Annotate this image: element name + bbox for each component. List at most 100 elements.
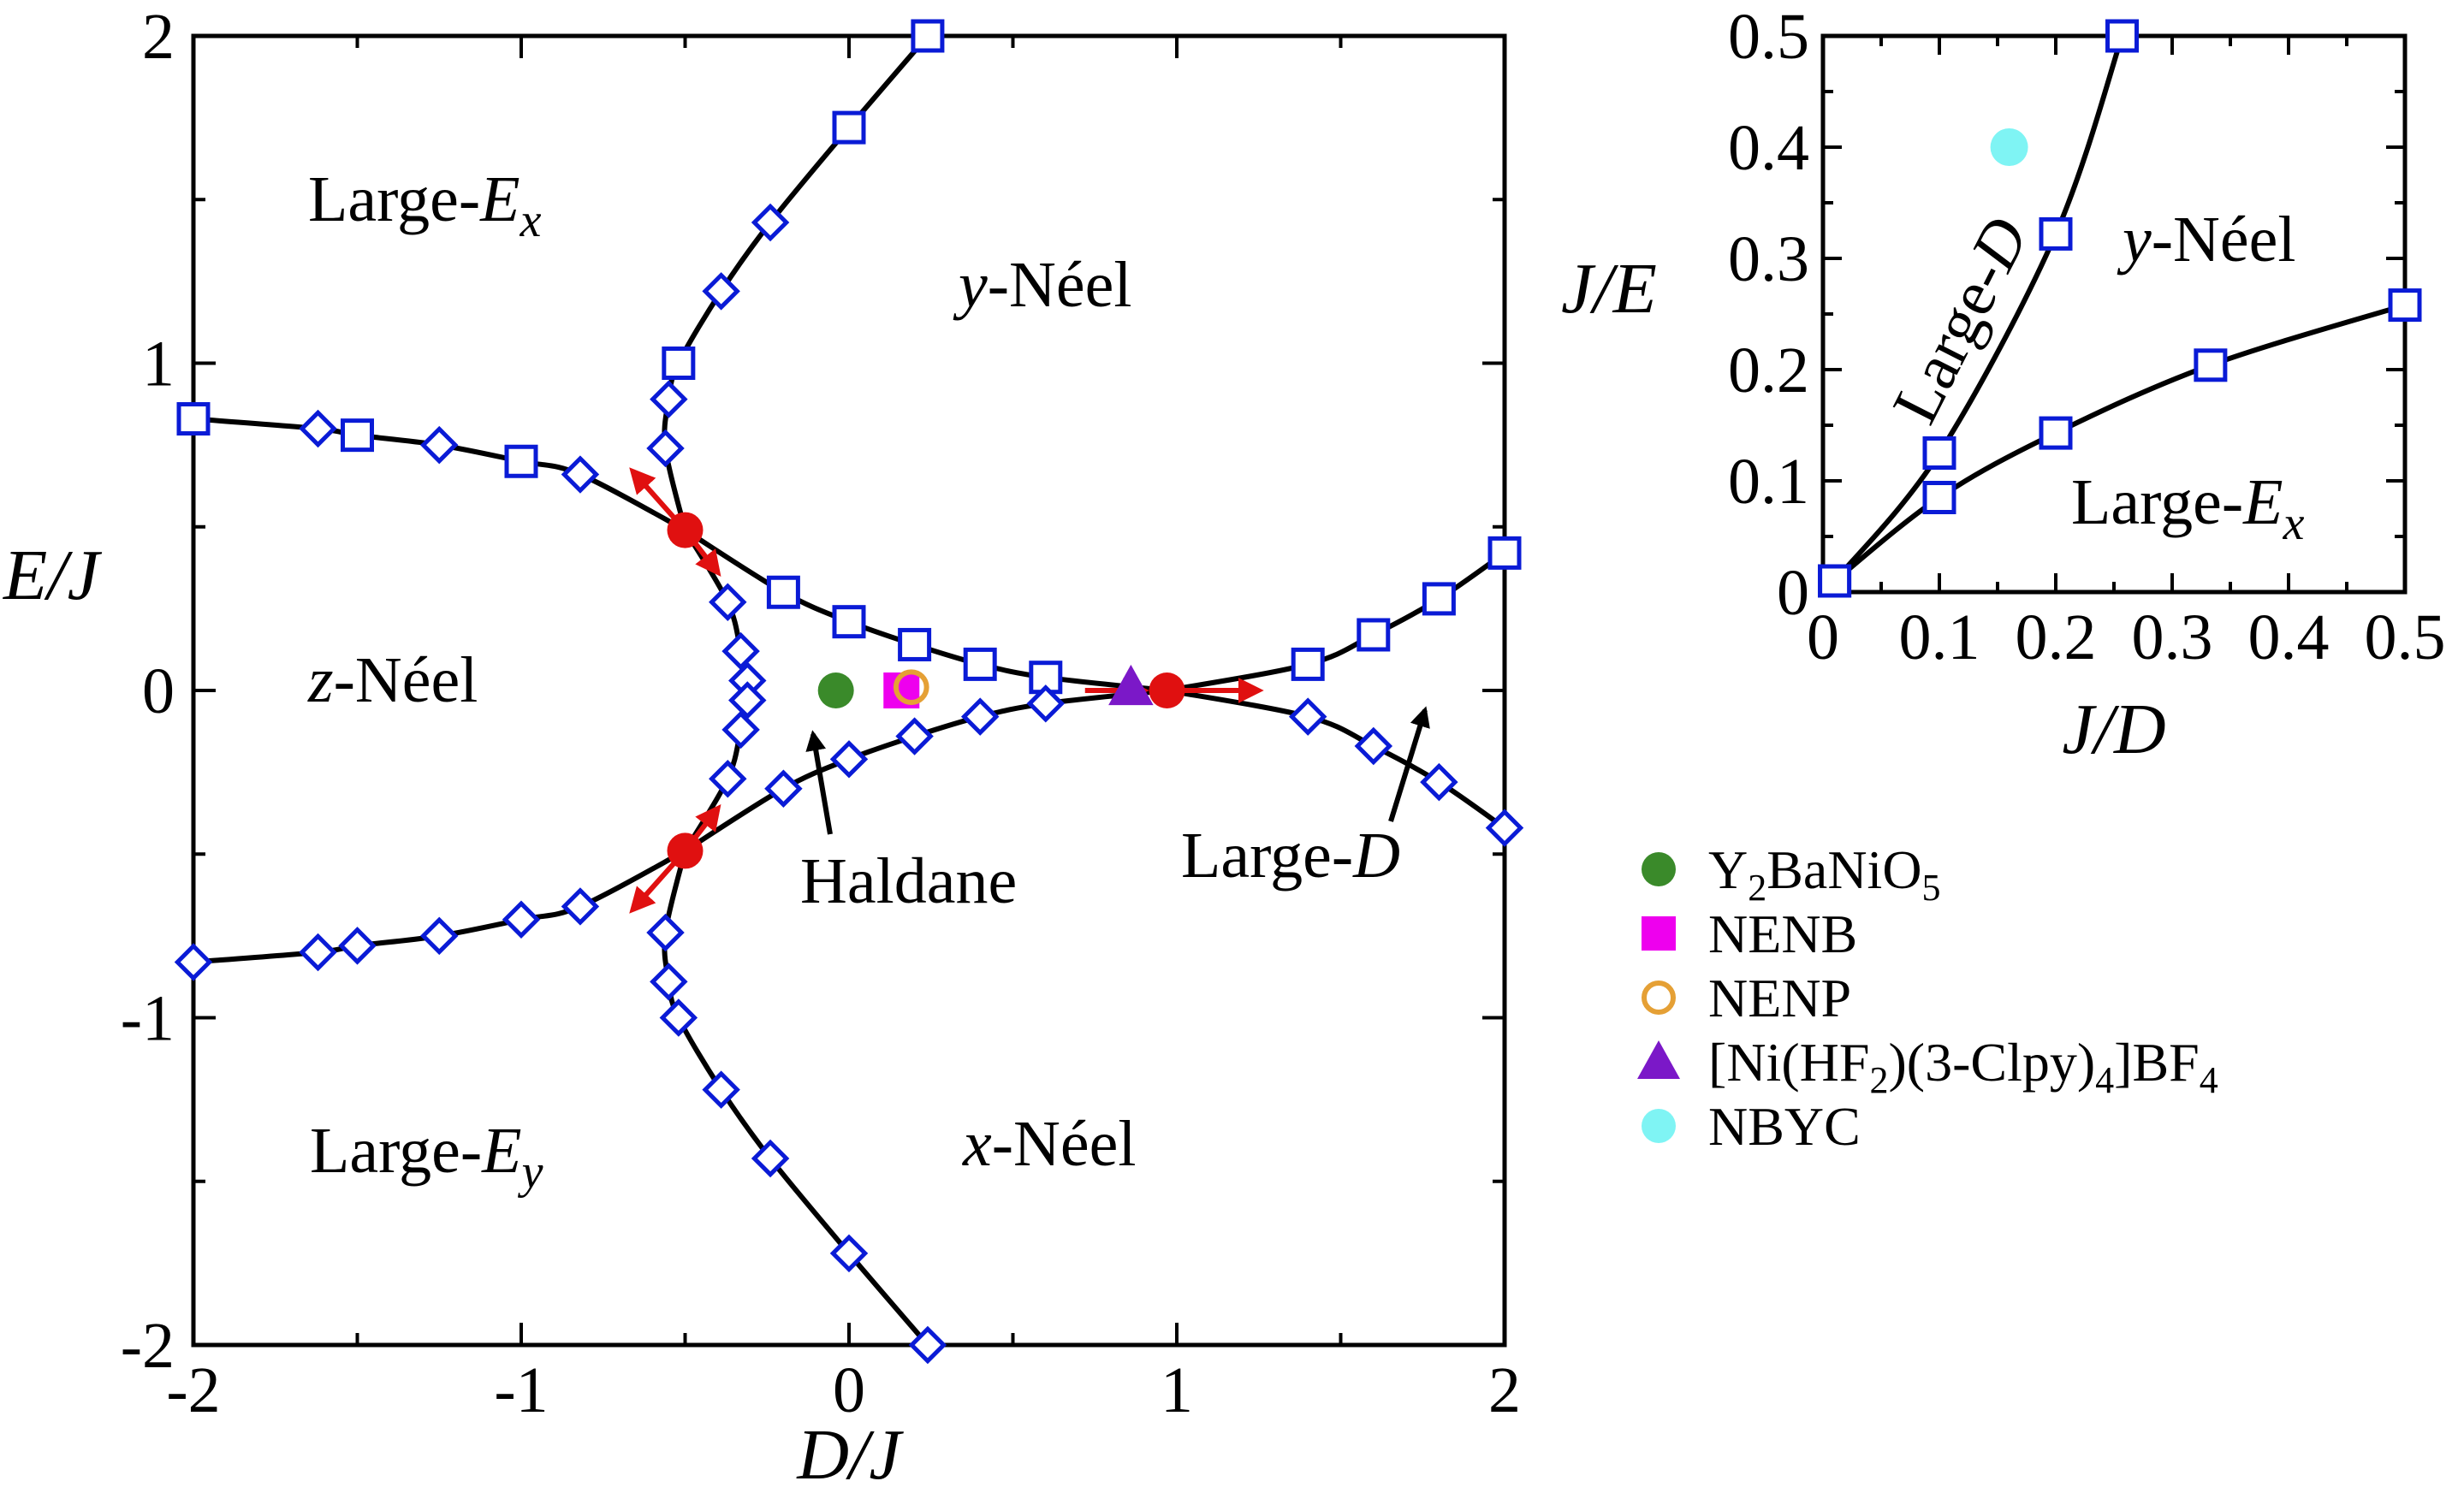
legend-entry-label: [Ni(HF2)(3-Clpy)4]BF4 [1708, 1032, 2218, 1101]
y-tick-label: 0.5 [1728, 1, 1809, 73]
y-tick-label: 1 [142, 329, 175, 400]
y-tick-label: 0.2 [1728, 335, 1809, 406]
legend-entry-label: Y2BaNiO5 [1708, 839, 1941, 909]
boundary-point [299, 933, 337, 972]
inset-boundary-point [1922, 436, 1956, 470]
boundary-point [911, 19, 945, 53]
boundary-line-haldane-lower-boundary [683, 688, 1167, 853]
boundary-point [766, 575, 800, 609]
boundary-point [832, 110, 866, 145]
x-tick-label: 0.4 [2248, 601, 2330, 673]
inset-region-label-large-ex: Large-Ex [2071, 466, 2305, 550]
legend: Y2BaNiO5NENBNENP[Ni(HF2)(3-Clpy)4]BF4NBY… [1637, 839, 2218, 1157]
inset-boundary-point [2039, 216, 2073, 251]
inset-x-tick-labels: 0 0.1 0.2 0.3 0.4 0.5 [1807, 601, 2446, 673]
x-tick-label: 0.3 [2132, 601, 2213, 673]
inset-boundary-point [1922, 481, 1956, 514]
boundary-point [1026, 684, 1066, 723]
region-label-x-neel: x-Néel [962, 1108, 1137, 1180]
boundary-point [662, 347, 696, 380]
region-label-large-d: Large-D [1181, 820, 1400, 892]
boundary-point [1420, 762, 1458, 802]
main-material-points [817, 664, 1154, 708]
inset-y-tick-labels: 0 0.1 0.2 0.3 0.4 0.5 [1728, 1, 1809, 629]
y-tick-label: 0 [142, 655, 175, 727]
boundary-point [646, 913, 685, 952]
boundary-point [1422, 582, 1456, 616]
x-tick-label: 0 [833, 1354, 865, 1426]
x-tick-label: 2 [1488, 1354, 1521, 1426]
legend-entry-label: NENP [1708, 968, 1851, 1028]
x-tick-label: 0.5 [2365, 601, 2446, 673]
boundary-point [751, 203, 790, 242]
boundary-line-upper-branch [662, 34, 930, 531]
boundary-point [702, 272, 740, 311]
boundary-line-haldane-upper-boundary [683, 528, 1167, 693]
boundary-point [650, 963, 688, 1001]
boundary-point [338, 927, 377, 965]
x-tick-label: 0 [1807, 601, 1839, 673]
y-tick-label: 0.4 [1728, 112, 1809, 184]
boundary-point [963, 647, 997, 681]
main-x-axis-title: D/J [796, 1415, 904, 1493]
boundary-point [1485, 809, 1524, 847]
boundary-point [502, 900, 541, 939]
x-tick-label: 1 [1161, 1354, 1193, 1426]
boundary-point [659, 998, 698, 1037]
boundary-point [646, 429, 685, 468]
legend-marker [1642, 981, 1676, 1015]
legend-entry-label: NENB [1708, 904, 1857, 964]
main-x-tick-labels: -2 -1 0 1 2 [166, 1354, 1521, 1426]
boundary-point [1354, 726, 1393, 766]
y-tick-label: 0.3 [1728, 223, 1809, 295]
boundary-point [709, 760, 747, 798]
inset-boundary-point [2105, 19, 2140, 53]
main-boundary-markers [174, 19, 1524, 1365]
inset-phase-diagram: 0 0.1 0.2 0.3 0.4 0.5 0 0.1 0.2 0.3 0.4 0.5 J/D J/… [1561, 1, 2445, 769]
legend-marker [1642, 1109, 1676, 1143]
x-tick-label: -2 [166, 1354, 220, 1426]
inset-material-point [1990, 128, 2028, 166]
region-label-large-ey: Large-Ey [310, 1115, 543, 1199]
boundary-point [1487, 536, 1522, 570]
boundary-point [898, 627, 932, 661]
region-label-z-neel: z-Néel [307, 644, 478, 716]
boundary-point [702, 1070, 740, 1109]
main-axis-ticks [192, 34, 1506, 1347]
boundary-point [960, 697, 1000, 736]
boundary-point [420, 425, 459, 465]
boundary-point [1291, 647, 1325, 681]
boundary-point [341, 418, 374, 453]
boundary-point [650, 380, 688, 418]
inset-boundary-markers [1818, 19, 2422, 598]
inset-y-axis-title: J/E [1561, 249, 1657, 329]
large-d-pointer-arrow [1388, 706, 1430, 822]
main-critical-points [667, 512, 1185, 869]
inset-material-points [1990, 128, 2028, 166]
x-tick-label: 0.1 [1899, 601, 1980, 673]
boundary-point [895, 717, 934, 755]
boundary-point [709, 583, 747, 621]
y-tick-label: -1 [121, 983, 175, 1055]
y-tick-label: 2 [142, 1, 175, 73]
boundary-point [176, 402, 211, 436]
y-tick-label: 0.1 [1728, 446, 1809, 518]
material-point [817, 672, 854, 708]
inset-boundary-line-large-d-boundary [1832, 35, 2125, 583]
main-y-axis-title: E/J [3, 536, 103, 615]
critical-point [667, 832, 704, 869]
x-tick-label: 0.2 [2016, 601, 2097, 673]
material-point [893, 669, 929, 706]
legend-entry-label: NBYC [1708, 1096, 1861, 1157]
inset-boundary-point [2194, 348, 2228, 382]
inset-region-label-large-d: Large-D [1879, 206, 2042, 434]
boundary-point [1288, 697, 1327, 736]
boundary-point [764, 769, 803, 808]
y-tick-label: -2 [121, 1310, 175, 1382]
boundary-point [829, 740, 869, 779]
boundary-point [908, 1325, 947, 1365]
boundary-point [832, 605, 866, 639]
boundary-line-lower-branch [662, 850, 930, 1347]
critical-point [667, 512, 704, 548]
